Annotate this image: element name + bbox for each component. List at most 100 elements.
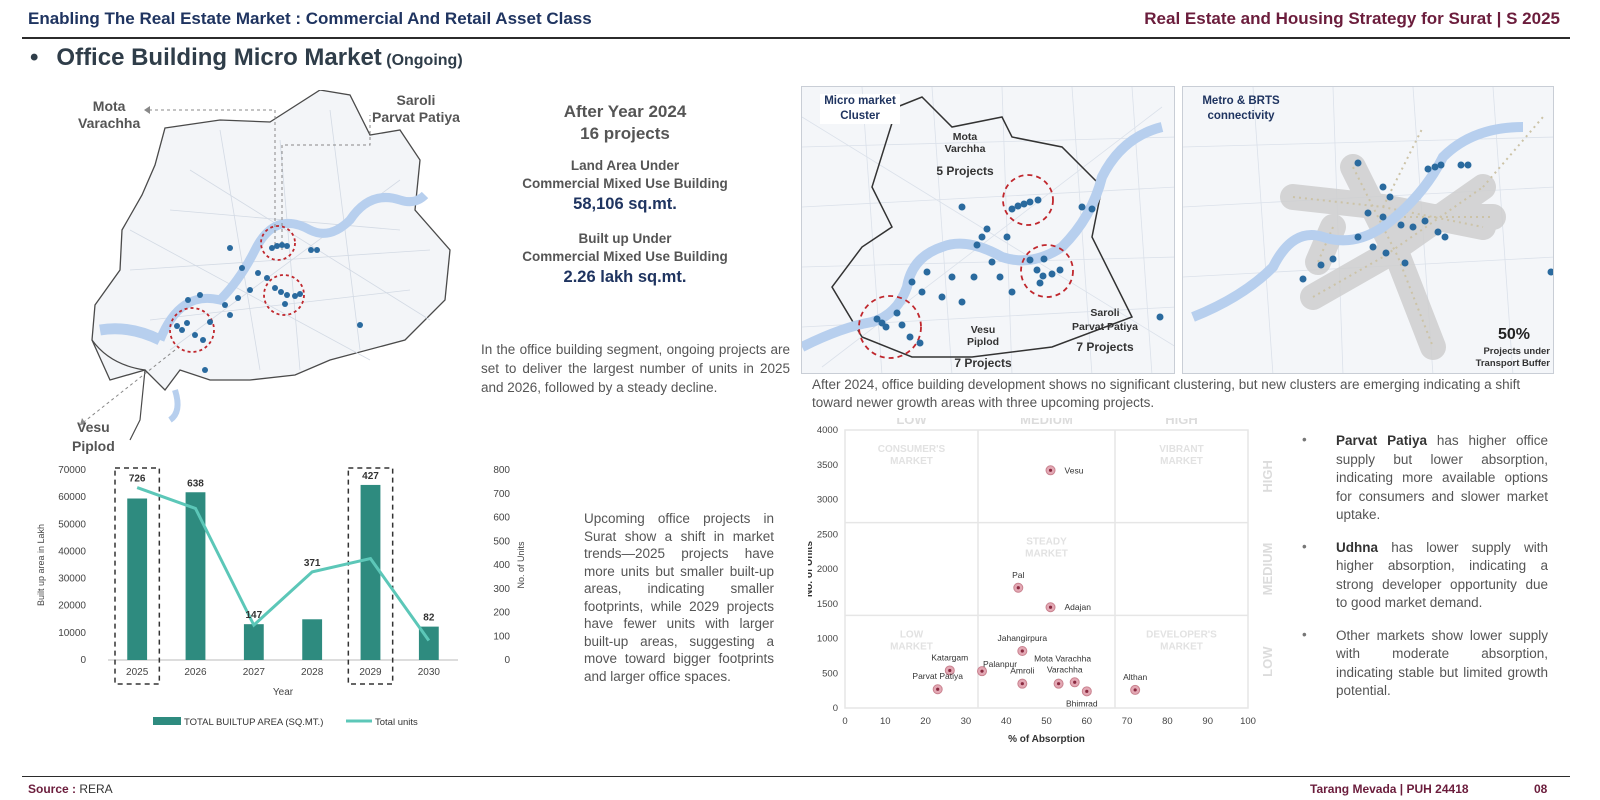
x-tick-label: 2025 xyxy=(126,667,149,678)
zone-label: VIBRANT xyxy=(1159,444,1203,455)
bullet-dot: • xyxy=(1302,626,1307,642)
y-tick-label: 0 xyxy=(80,655,86,666)
x-tick-label: 30 xyxy=(961,716,972,727)
scatter-point-core xyxy=(1020,682,1024,686)
header-right-title: Real Estate and Housing Strategy for Sur… xyxy=(1144,9,1560,28)
insight-bold: Parvat Patiya xyxy=(1336,433,1427,448)
label-saroli-parvat-patiya: Saroli Parvat Patiya xyxy=(372,92,460,125)
left-city-map xyxy=(70,89,480,460)
x-tick-label: 2026 xyxy=(184,667,207,678)
cluster-ring-mota xyxy=(1002,174,1054,226)
y2-tick-label: 0 xyxy=(504,655,510,666)
cluster-map xyxy=(801,86,1175,374)
section-bullet: • xyxy=(30,44,39,71)
column-band-label: MEDIUM xyxy=(1020,418,1073,427)
stats-year: After Year 2024 xyxy=(563,102,687,121)
stats-land-value: 58,106 sq.mt. xyxy=(573,195,677,213)
x-axis-title: Year xyxy=(273,687,294,698)
cluster-map-pins xyxy=(873,196,1164,347)
stats-block: After Year 2024 16 projects Land Area Un… xyxy=(500,101,750,288)
data-label: 726 xyxy=(129,474,146,485)
y2-axis-title: No. of Units xyxy=(516,541,526,589)
insight-bullet: • Parvat Patiya has higher office supply… xyxy=(1302,432,1548,525)
y2-tick-label: 600 xyxy=(493,513,510,524)
footer-page-number: 08 xyxy=(1534,782,1548,796)
point-label: Amroli xyxy=(1010,666,1034,676)
footer-divider xyxy=(22,776,1570,777)
y2-tick-label: 500 xyxy=(493,536,510,547)
legend-swatch-bar xyxy=(153,717,181,725)
arrow-mota xyxy=(144,106,150,114)
zone-label: MARKET xyxy=(1160,641,1203,652)
point-label: Adajan xyxy=(1065,602,1092,612)
point-label: Parvat Patiya xyxy=(912,671,963,681)
office-segment-text: In the office building segment, ongoing … xyxy=(481,342,790,395)
x-tick-label: 2029 xyxy=(359,667,382,678)
after-2024-text: After 2024, office building development … xyxy=(812,377,1521,410)
insight-bold: Udhna xyxy=(1336,539,1378,555)
scatter-point-core xyxy=(1048,468,1053,472)
cluster-vesu-name: Vesu Piplod xyxy=(966,324,1000,348)
cluster-circle-mota xyxy=(260,225,296,261)
cluster-ring-saroli xyxy=(1020,244,1074,298)
scatter-point-core xyxy=(948,668,952,673)
stats-projects: 16 projects xyxy=(580,124,670,143)
insight-body: Other markets show lower supply with mod… xyxy=(1336,627,1548,699)
cluster-map-boundary xyxy=(831,96,1134,358)
scatter-chart-svg: LOW MEDIUM HIGHHIGHMEDIUMLOWCONSUMER'SMARK… xyxy=(804,412,1275,745)
section-heading: Office Building Micro Market xyxy=(56,44,382,71)
label-vesu-piplod: Vesu Piplod xyxy=(72,419,115,454)
metro-percent-label: Projects under Transport Buffer xyxy=(1475,346,1550,369)
cluster-saroli-count: 7 Projects xyxy=(1076,340,1134,354)
data-label: 371 xyxy=(304,558,321,569)
cluster-map-svg xyxy=(802,87,1174,373)
vesu-boundary xyxy=(91,339,146,441)
footer-source-value: RERA xyxy=(76,782,113,796)
x-tick-label: 2028 xyxy=(301,667,324,678)
column-band-label: HIGH xyxy=(1165,418,1198,427)
city-boundary xyxy=(91,89,451,391)
project-pins xyxy=(174,242,363,373)
stats-builtup-label: Built up Under Commercial Mixed Use Buil… xyxy=(522,231,728,264)
creek xyxy=(168,389,181,423)
left-map-svg xyxy=(79,89,451,441)
scatter-point-core xyxy=(1056,682,1061,686)
insight-text: Parvat Patiya has higher office supply b… xyxy=(1336,432,1548,525)
cluster-saroli-name: Saroli Parvat Patiya xyxy=(1072,307,1138,333)
y-tick-label: 10000 xyxy=(58,628,86,639)
x-axis-title: % of Absorption xyxy=(1008,734,1085,745)
footer-source: Source : RERA xyxy=(28,782,113,796)
column-band-label: LOW xyxy=(896,418,927,427)
row-band-label: LOW xyxy=(1260,646,1275,677)
section-title: • Office Building Micro Market (Ongoing) xyxy=(30,44,463,72)
zone-label: STEADY xyxy=(1026,537,1067,548)
y2-tick-label: 100 xyxy=(493,631,510,642)
data-label: 427 xyxy=(362,471,379,482)
y-axis-title: Built up area in Lakh xyxy=(36,524,46,606)
insight-text: Udhna has lower supply with higher absor… xyxy=(1336,539,1548,613)
insight-bullet: • Other markets show lower supply with m… xyxy=(1302,627,1548,701)
data-label: 147 xyxy=(245,610,262,621)
y-tick-label: 2000 xyxy=(817,564,838,575)
absorption-matrix-chart: LOW MEDIUM HIGH HIGH MEDIUM LOW CONSUMER'S MARK… xyxy=(804,412,1298,760)
bullet-dot: • xyxy=(1302,432,1307,447)
row-band-label: MEDIUM xyxy=(1260,543,1275,596)
y2-tick-label: 200 xyxy=(493,608,510,619)
bar xyxy=(127,498,148,660)
y2-tick-label: 400 xyxy=(493,560,510,571)
y-tick-label: 60000 xyxy=(58,492,86,503)
x-tick-label: 40 xyxy=(1001,716,1012,727)
legend-label: TOTAL BUILTUP AREA (SQ.MT.) xyxy=(184,717,323,728)
data-label: 82 xyxy=(423,613,435,624)
brts-routes xyxy=(1292,116,1544,348)
insight-body: has higher office supply but lower absor… xyxy=(1336,433,1548,522)
x-tick-label: 90 xyxy=(1202,716,1213,727)
x-tick-label: 100 xyxy=(1240,716,1256,727)
y-axis-title: No. of Units xyxy=(808,541,815,598)
legend-label: Total units xyxy=(375,717,418,728)
cluster-ring-vesu xyxy=(858,295,922,359)
y-tick-label: 1000 xyxy=(817,634,838,645)
y-tick-label: 20000 xyxy=(58,601,86,612)
y-tick-label: 0 xyxy=(833,703,838,714)
metro-map xyxy=(1182,86,1554,374)
